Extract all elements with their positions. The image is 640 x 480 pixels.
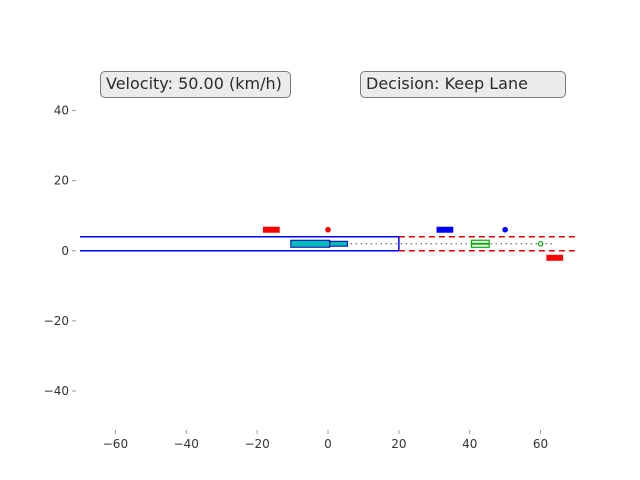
lane-lines <box>80 235 576 252</box>
y-tick-label: −40 <box>44 384 69 398</box>
x-tick-label: −20 <box>244 437 269 451</box>
x-tick-label: 40 <box>462 437 477 451</box>
waypoints <box>325 226 544 247</box>
waypoint-marker <box>325 226 331 233</box>
ego-vehicle-preview <box>329 240 348 247</box>
decision-readout: Decision: Keep Lane <box>360 71 566 98</box>
y-tick-label: 40 <box>54 104 69 118</box>
x-tick-label: 0 <box>324 437 332 451</box>
vehicles <box>261 225 565 262</box>
x-tick-label: 20 <box>391 437 406 451</box>
x-tick-label: 60 <box>533 437 548 451</box>
x-tick-label: −40 <box>174 437 199 451</box>
other-vehicle <box>545 253 565 262</box>
y-tick-label: 0 <box>61 244 69 258</box>
other-vehicle <box>435 225 455 234</box>
other-vehicle <box>261 225 281 234</box>
y-tick-label: 20 <box>54 174 69 188</box>
axes: −60 −40 −20 0 20 40 60 −40 −20 0 20 40 <box>44 104 549 451</box>
ego-vehicle <box>290 239 331 248</box>
waypoint-marker <box>537 240 544 247</box>
velocity-readout: Velocity: 50.00 (km/h) <box>100 71 291 98</box>
x-tick-label: −60 <box>103 437 128 451</box>
waypoint-marker <box>502 226 508 233</box>
y-tick-label: −20 <box>44 314 69 328</box>
